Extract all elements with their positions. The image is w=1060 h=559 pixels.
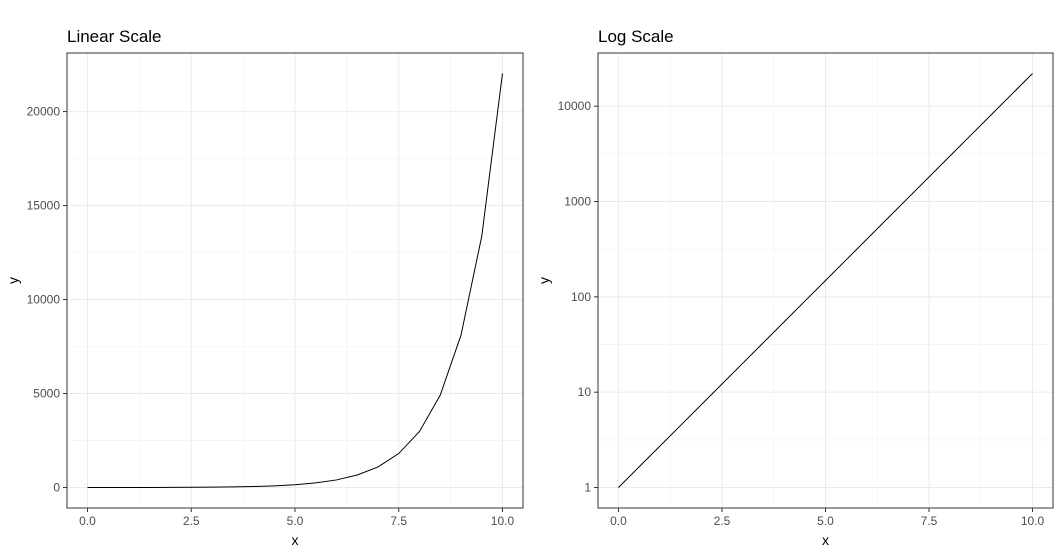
y-tick-label: 5000 [33,387,60,401]
x-tick-label: 7.5 [921,514,938,528]
x-tick-label: 5.0 [287,514,304,528]
x-tick-label: 10.0 [1021,514,1045,528]
y-tick-label: 20000 [27,105,61,119]
y-tick-label: 1 [584,481,591,495]
x-axis-label: x [822,532,829,548]
x-tick-label: 2.5 [183,514,200,528]
x-tick-label: 7.5 [390,514,407,528]
y-axis-label: y [536,277,552,284]
y-tick-label: 100 [571,290,591,304]
x-tick-label: 0.0 [610,514,627,528]
chart-panel-1: 0.0 2.5 5.0 7.5 10.0 0 5000 10000 15000 20000 Line… [5,27,524,548]
series-line [618,73,1033,488]
x-tick-label: 10.0 [491,514,515,528]
y-tick-label: 1000 [564,195,591,209]
x-tick-label: 5.0 [817,514,834,528]
x-axis-label: x [292,532,299,548]
y-tick-label: 10000 [558,99,592,113]
y-tick-label: 10000 [27,293,61,307]
y-tick-label: 10 [578,385,592,399]
y-tick-label: 15000 [27,199,61,213]
chart-title: Log Scale [598,27,674,46]
y-axis-label: y [5,277,21,284]
x-tick-label: 2.5 [714,514,731,528]
x-tick-label: 0.0 [79,514,96,528]
chart-panel-2: 0.0 2.5 5.0 7.5 10.0 1 10 100 1000 10000 Log Scale… [536,27,1054,548]
chart-title: Linear Scale [67,27,162,46]
y-tick-label: 0 [53,481,60,495]
series-line [87,73,503,489]
